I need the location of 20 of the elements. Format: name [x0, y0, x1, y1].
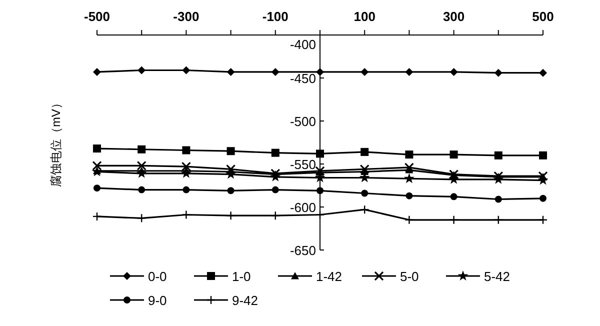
legend-label: 9-42: [232, 293, 258, 308]
x-tick-label: 500: [532, 9, 554, 24]
x-tick-label: -500: [84, 9, 110, 24]
legend-label: 1-42: [316, 269, 342, 284]
y-tick-label: -450: [290, 71, 316, 86]
legend-label: 5-42: [484, 269, 510, 284]
y-tick-label: -500: [290, 114, 316, 129]
y-tick-label: -550: [290, 157, 316, 172]
x-tick-label: -300: [173, 9, 200, 24]
x-tick-label: 100: [354, 9, 376, 24]
y-tick-label: -650: [290, 243, 316, 258]
y-axis-title: 腐蚀电位（mV）: [49, 97, 63, 187]
legend-label: 9-0: [148, 293, 167, 308]
legend-label: 0-0: [148, 269, 167, 284]
x-tick-label: 300: [442, 9, 465, 24]
y-tick-label: -400: [290, 37, 316, 52]
legend-label: 1-0: [232, 269, 251, 284]
x-tick-label: -100: [262, 9, 288, 24]
y-tick-label: -600: [290, 200, 316, 215]
legend-label: 5-0: [400, 269, 419, 284]
